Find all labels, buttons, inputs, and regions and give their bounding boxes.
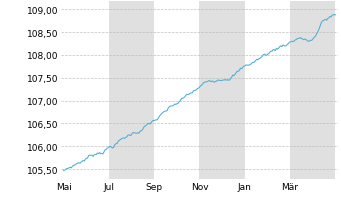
Bar (109, 2, 154, 179)
Bar (199, 2, 245, 179)
Bar (290, 2, 336, 179)
